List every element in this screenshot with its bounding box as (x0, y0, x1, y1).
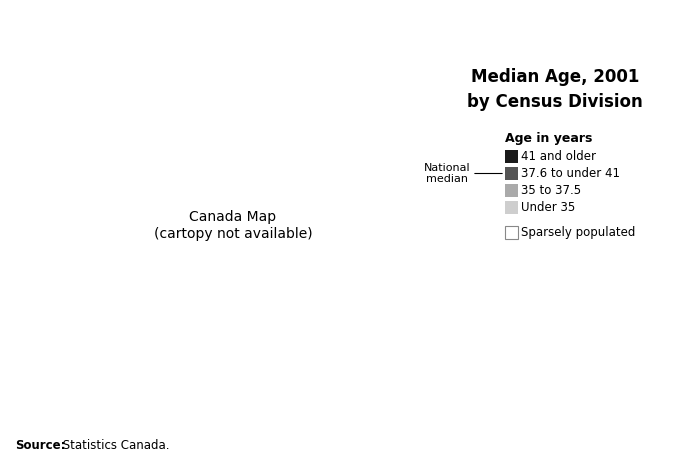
Bar (505, 167, 518, 180)
Bar (505, 201, 518, 214)
Text: 41 and older: 41 and older (521, 150, 596, 163)
Text: Statistics Canada.: Statistics Canada. (59, 439, 169, 452)
Text: Sparsely populated: Sparsely populated (521, 226, 636, 239)
Text: Source:: Source: (15, 439, 66, 452)
Bar (505, 226, 518, 239)
Text: 37.6 to under 41: 37.6 to under 41 (521, 167, 620, 180)
Text: National
median: National median (424, 163, 471, 184)
Bar (505, 184, 518, 197)
Text: Age in years: Age in years (505, 132, 593, 145)
Bar (505, 150, 518, 163)
Text: Canada Map
(cartopy not available): Canada Map (cartopy not available) (153, 211, 312, 240)
Text: Under 35: Under 35 (521, 201, 575, 214)
Text: 35 to 37.5: 35 to 37.5 (521, 184, 581, 197)
Text: Median Age, 2001
by Census Division: Median Age, 2001 by Census Division (467, 68, 643, 111)
